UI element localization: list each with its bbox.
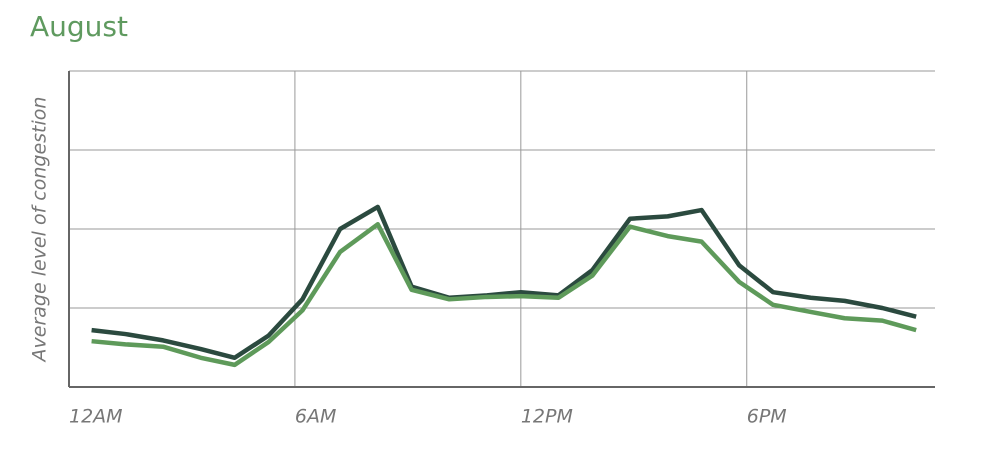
line-series [91, 222, 917, 368]
x-tick-label: 6PM [747, 406, 787, 428]
x-tick-label: 12PM [521, 406, 573, 428]
x-tick-label: 12AM [69, 406, 123, 428]
chart-title: August [30, 10, 128, 43]
line-series [91, 204, 917, 361]
x-tick-label: 6AM [295, 406, 336, 428]
y-axis-label: Average level of congestion [29, 97, 51, 364]
